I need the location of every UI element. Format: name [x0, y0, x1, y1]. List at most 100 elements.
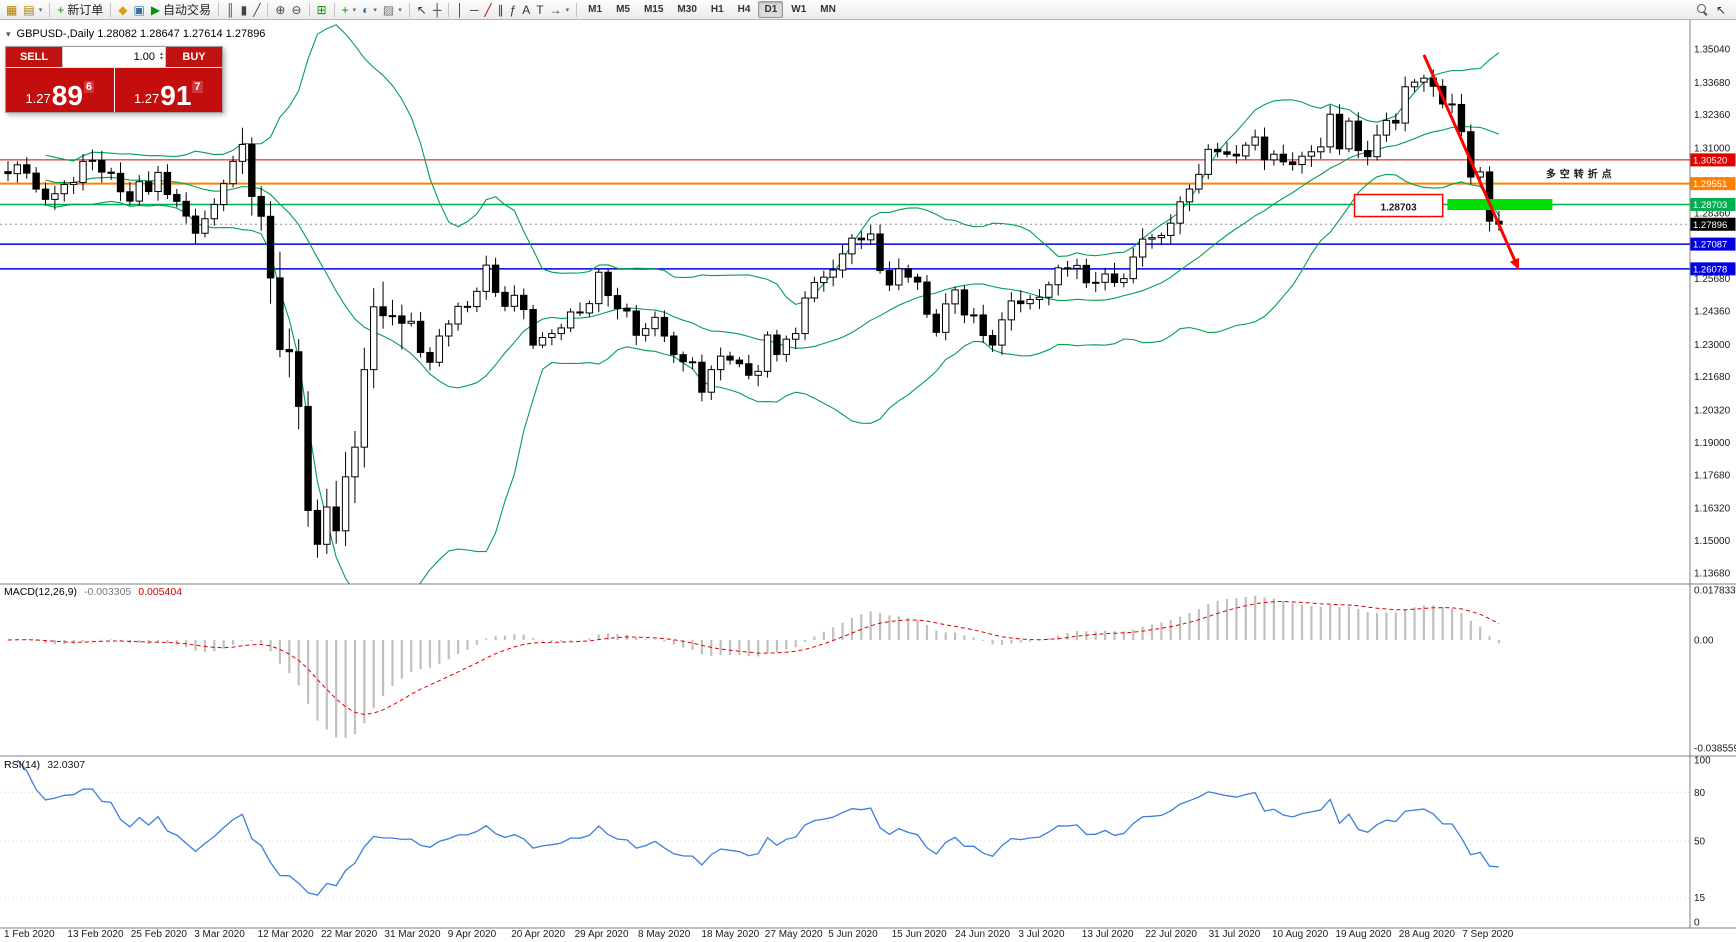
text-icon[interactable]: A — [522, 2, 531, 17]
trendline-icon[interactable]: ╱ — [484, 2, 492, 17]
zoom-in-icon[interactable]: ⊕ — [275, 2, 286, 17]
timeframe-m30-button[interactable]: M30 — [677, 4, 697, 15]
macd-histogram-bar — [832, 627, 835, 640]
date-label: 3 Jul 2020 — [1018, 929, 1065, 940]
macd-histogram-bar — [1329, 604, 1332, 640]
chart-profiles-icon[interactable]: ▤ ▾ — [23, 2, 43, 17]
cursor-icon[interactable]: ↖ — [416, 2, 427, 17]
metaeditor-icon[interactable]: ◆ — [118, 2, 128, 17]
svg-text:1.21680: 1.21680 — [1694, 372, 1731, 383]
support-zone-highlight[interactable] — [1447, 199, 1553, 211]
bid-price-prefix: 1.27 — [25, 91, 51, 106]
horizontal-line-icon[interactable]: ─ — [469, 2, 479, 17]
macd-histogram-bar — [1235, 598, 1238, 640]
macd-histogram-bar — [35, 639, 38, 641]
macd-histogram-bar — [541, 639, 544, 641]
svg-text:1.17680: 1.17680 — [1694, 470, 1731, 481]
indicators-icon[interactable]: + ▾ — [341, 2, 357, 17]
macd-histogram-bar — [1057, 635, 1060, 640]
macd-histogram-bar — [963, 635, 966, 640]
macd-histogram-bar — [569, 639, 572, 641]
price-tag-1.27087: 1.27087 — [1690, 237, 1736, 251]
search-icon[interactable] — [1694, 1, 1711, 19]
svg-text:1.20320: 1.20320 — [1694, 406, 1731, 417]
svg-text:100: 100 — [1694, 756, 1711, 767]
vertical-line-icon[interactable]: │ — [456, 2, 464, 17]
terminal-icon[interactable]: ▣ — [133, 2, 145, 17]
macd-histogram-bar — [935, 630, 938, 640]
templates-icon[interactable]: ▨ ▾ — [382, 2, 402, 17]
volume-stepper[interactable]: ▴ ▾ — [159, 51, 163, 62]
new-order-button[interactable]: + 新订单 — [57, 2, 104, 17]
date-label: 15 Jun 2020 — [892, 929, 947, 940]
macd-histogram-bar — [1000, 639, 1004, 645]
one-click-toggle-icon[interactable]: ▾ — [6, 28, 11, 39]
timeframe-m5-button[interactable]: M5 — [616, 4, 630, 15]
macd-histogram-bar — [925, 624, 929, 640]
quick-nav-icon[interactable]: ↖ — [1715, 2, 1726, 17]
candlestick-chart-type-icon[interactable]: ▮ — [240, 2, 248, 17]
macd-histogram-bar — [1150, 624, 1154, 640]
macd-histogram-bar — [156, 639, 160, 643]
macd-histogram-bar — [428, 639, 432, 668]
timeframe-m15-button[interactable]: M15 — [643, 4, 664, 15]
macd-histogram-bar — [700, 639, 703, 655]
macd-histogram-bar — [860, 614, 863, 640]
buy-price-button[interactable]: 1.27 91 7 — [114, 68, 222, 112]
crosshair-icon[interactable]: ┼ — [432, 2, 442, 17]
price-tag-1.30520: 1.30520 — [1690, 153, 1736, 167]
text-label-icon[interactable]: T — [536, 2, 544, 17]
macd-histogram-bar — [381, 639, 385, 697]
macd-histogram-bar — [841, 622, 844, 640]
buy-button[interactable]: BUY — [166, 47, 222, 67]
macd-histogram-bar — [363, 639, 366, 724]
chart-area: 1.28703 多空转折点 1.35040 1.33680 1.32360 1.31000… — [0, 20, 1736, 942]
chart-title-bar: ▾ GBPUSD-,Daily 1.28082 1.28647 1.27614 … — [6, 28, 265, 40]
bollinger-bands — [45, 24, 1500, 584]
trend-arrow[interactable] — [1422, 54, 1520, 270]
date-label: 31 Mar 2020 — [384, 929, 441, 940]
one-click-trading-panel: SELL 1.00 ▴ ▾ BUY 1.27 89 6 1.27 91 7 — [5, 46, 223, 113]
rsi-value: 32.0307 — [47, 759, 86, 771]
timeframe-m1-button[interactable]: M1 — [588, 4, 603, 15]
autotrading-button[interactable]: ▶ 自动交易 — [150, 2, 212, 17]
macd-histogram-bar — [785, 639, 788, 650]
timeframe-h4-button[interactable]: H4 — [737, 4, 751, 15]
price-callout-box[interactable] — [1353, 193, 1444, 218]
macd-histogram-bar — [813, 636, 816, 640]
macd-histogram-bar — [503, 635, 507, 640]
macd-histogram-bar — [803, 639, 807, 643]
macd-histogram-bar — [653, 639, 657, 641]
timeframe-d1-button[interactable]: D1 — [758, 1, 784, 18]
rsi-line — [16, 759, 1499, 896]
volume-increase-icon[interactable]: ▴ — [159, 51, 163, 57]
volume-input[interactable]: 1.00 ▴ ▾ — [62, 47, 166, 67]
sell-price-button[interactable]: 1.27 89 6 — [6, 68, 114, 112]
timeframe-w1-button[interactable]: W1 — [791, 4, 807, 15]
bar-chart-type-icon[interactable]: ║ — [226, 2, 235, 17]
svg-text:1.15000: 1.15000 — [1694, 536, 1731, 547]
new-chart-icon[interactable]: ▦ — [6, 2, 18, 17]
date-label: 5 Jun 2020 — [828, 929, 878, 940]
fibonacci-icon[interactable]: ƒ — [509, 2, 517, 17]
timeframe-h1-button[interactable]: H1 — [710, 4, 724, 15]
annotation-note-text[interactable]: 多空转折点 — [1546, 168, 1616, 181]
macd-histogram-bar — [466, 639, 469, 650]
timeframe-mn-button[interactable]: MN — [820, 4, 836, 15]
arrows-icon[interactable]: → ▾ — [549, 2, 570, 17]
date-label: 31 Jul 2020 — [1209, 929, 1261, 940]
sell-button[interactable]: SELL — [6, 47, 62, 67]
macd-histogram-bar — [1197, 609, 1200, 640]
date-label: 1 Feb 2020 — [4, 929, 55, 940]
price-chart-canvas[interactable]: 1.28703 多空转折点 1.35040 1.33680 1.32360 1.31000… — [0, 20, 1736, 942]
svg-text:1.30520: 1.30520 — [1693, 155, 1727, 166]
zoom-out-icon[interactable]: ⊖ — [291, 2, 302, 17]
line-chart-type-icon[interactable]: ╱ — [253, 2, 261, 17]
volume-decrease-icon[interactable]: ▾ — [159, 56, 163, 62]
equidistant-channel-icon[interactable]: ∥ — [497, 2, 504, 17]
date-label: 22 Jul 2020 — [1145, 929, 1197, 940]
periods-icon[interactable]: ◐ ▾ — [362, 2, 377, 17]
macd-histogram-bar — [1225, 598, 1229, 640]
tile-windows-icon[interactable]: ⊞ — [316, 2, 327, 17]
